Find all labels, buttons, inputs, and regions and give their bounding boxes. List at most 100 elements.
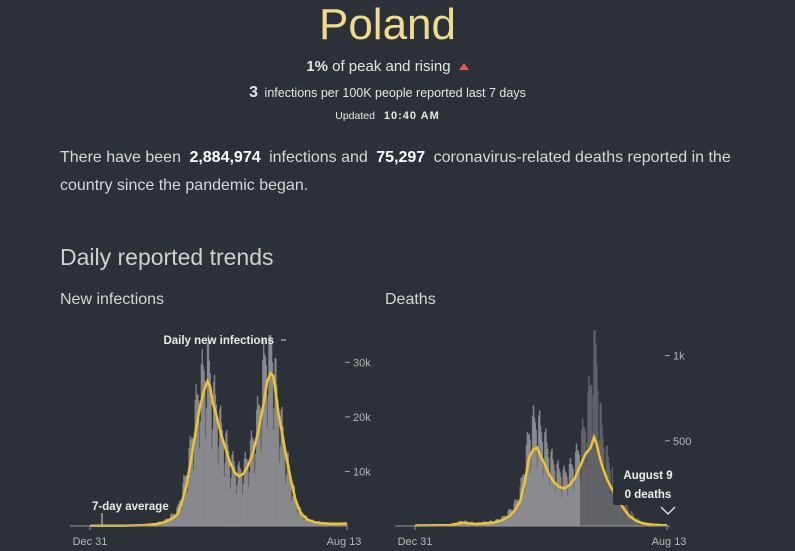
rising-arrow-icon bbox=[458, 63, 469, 70]
deaths-daily-bar bbox=[539, 425, 542, 526]
deaths-daily-bar bbox=[564, 471, 566, 526]
deaths-daily-bar bbox=[487, 523, 489, 526]
deaths-tooltip-box bbox=[613, 461, 681, 505]
infections-daily-bar bbox=[268, 335, 270, 526]
country-title: Poland bbox=[318, 0, 456, 49]
summary-paragraph: There have been 2,884,974 infections and… bbox=[60, 144, 740, 200]
deaths-daily-bar bbox=[525, 445, 528, 526]
infections-daily-bar bbox=[327, 524, 330, 526]
infections-daily-bar bbox=[187, 478, 189, 526]
deaths-daily-bar bbox=[509, 509, 511, 526]
deaths-daily-bar bbox=[509, 509, 512, 526]
infections-daily-bar bbox=[242, 483, 245, 526]
deaths-daily-bar bbox=[520, 477, 523, 526]
infections-daily-bar bbox=[241, 473, 243, 526]
infections-daily-bar bbox=[277, 415, 280, 526]
infections-daily-bar bbox=[229, 488, 232, 526]
infections-daily-bar bbox=[195, 384, 197, 526]
deaths-chart[interactable]: 500 1k August 9 0 deaths Dec 31 Aug 13 bbox=[395, 325, 705, 550]
infections-daily-bar bbox=[185, 475, 188, 526]
infections-daily-bar bbox=[254, 472, 256, 526]
infections-daily-bar bbox=[273, 408, 275, 526]
infections-daily-bar bbox=[285, 474, 288, 526]
infections-daily-bar bbox=[278, 462, 281, 526]
deaths-daily-bar bbox=[548, 486, 551, 526]
infections-daily-bar bbox=[255, 409, 258, 526]
infections-daily-bar bbox=[221, 430, 224, 526]
deaths-daily-bar bbox=[541, 441, 544, 526]
deaths-daily-bar bbox=[563, 465, 566, 526]
deaths-daily-bar bbox=[627, 510, 630, 526]
infections-daily-bar bbox=[309, 522, 311, 526]
infections-daily-bar bbox=[282, 426, 284, 526]
deaths-daily-bar bbox=[565, 473, 567, 526]
deaths-daily-bar bbox=[582, 426, 585, 526]
deaths-daily-bar bbox=[624, 499, 626, 526]
deaths-daily-bar bbox=[597, 452, 600, 526]
deaths-daily-bar bbox=[528, 433, 530, 526]
infections-daily-bar bbox=[179, 499, 182, 526]
infections-daily-bar bbox=[184, 476, 186, 526]
deaths-daily-bar bbox=[596, 390, 599, 526]
deaths-daily-bar bbox=[499, 521, 501, 526]
infections-daily-bar bbox=[212, 381, 215, 526]
infections-average-line bbox=[90, 370, 348, 527]
infections-daily-bar bbox=[230, 478, 232, 526]
deaths-daily-bar bbox=[618, 484, 621, 526]
infections-daily-bar bbox=[245, 458, 247, 526]
deaths-bars bbox=[414, 330, 668, 526]
deaths-daily-bar bbox=[480, 523, 483, 526]
infections-daily-bar bbox=[289, 472, 291, 526]
deaths-daily-bar bbox=[510, 509, 513, 526]
deaths-daily-bar bbox=[462, 523, 465, 526]
infections-daily-bar bbox=[305, 515, 308, 526]
peak-status: 1% of peak and rising bbox=[0, 58, 775, 75]
infections-daily-bar bbox=[263, 354, 266, 526]
infections-daily-bar bbox=[296, 502, 298, 526]
deaths-daily-bar bbox=[552, 459, 554, 526]
infections-daily-bar bbox=[314, 521, 317, 526]
infections-daily-bar bbox=[207, 335, 210, 526]
infections-daily-bar bbox=[205, 408, 208, 526]
deaths-daily-bar bbox=[623, 507, 625, 526]
deaths-daily-bar bbox=[521, 477, 523, 526]
infections-daily-bar bbox=[186, 492, 189, 526]
deaths-daily-bar bbox=[574, 451, 577, 526]
infections-daily-bar bbox=[173, 513, 175, 526]
deaths-daily-bar bbox=[635, 520, 638, 526]
deaths-daily-bar bbox=[542, 476, 544, 526]
deaths-daily-bar bbox=[602, 437, 604, 526]
deaths-daily-bar bbox=[572, 469, 574, 526]
deaths-daily-bar bbox=[568, 464, 571, 526]
infections-daily-bar bbox=[258, 404, 260, 526]
infections-daily-bar bbox=[279, 446, 282, 526]
deaths-tooltip-value: 0 deaths bbox=[625, 489, 672, 501]
infections-daily-bar bbox=[274, 357, 276, 526]
infections-daily-bar bbox=[218, 446, 220, 526]
total-deaths: 75,297 bbox=[376, 149, 426, 166]
infections-y-tick-label: 20k bbox=[353, 412, 371, 424]
infections-daily-bar bbox=[234, 471, 237, 526]
infections-daily-bar bbox=[180, 508, 182, 526]
infections-daily-bar bbox=[188, 447, 190, 526]
updated-clock: 10:40 AM bbox=[383, 110, 440, 122]
deaths-daily-bar bbox=[578, 454, 580, 526]
deaths-daily-bar bbox=[615, 485, 617, 526]
deaths-daily-bar bbox=[538, 415, 540, 526]
infection-rate: 3 infections per 100K people reported la… bbox=[0, 84, 775, 102]
infections-daily-bar bbox=[300, 510, 303, 526]
infections-daily-bar bbox=[283, 437, 285, 526]
deaths-daily-bar bbox=[513, 502, 516, 526]
deaths-daily-bar bbox=[523, 474, 525, 526]
infections-daily-bar bbox=[262, 339, 265, 526]
deaths-daily-bar bbox=[504, 515, 507, 526]
deaths-daily-bar bbox=[566, 476, 568, 526]
deaths-daily-bar bbox=[502, 516, 505, 526]
deaths-daily-bar bbox=[529, 439, 531, 526]
infections-daily-bar bbox=[313, 521, 316, 526]
infections-daily-bar bbox=[236, 485, 239, 526]
infections-chart[interactable]: 10k 20k 30k Daily new infections 7-day ave… bbox=[70, 325, 380, 550]
infections-daily-bar bbox=[210, 391, 212, 526]
infections-daily-bar bbox=[257, 405, 260, 526]
infections-daily-bar bbox=[183, 475, 185, 526]
